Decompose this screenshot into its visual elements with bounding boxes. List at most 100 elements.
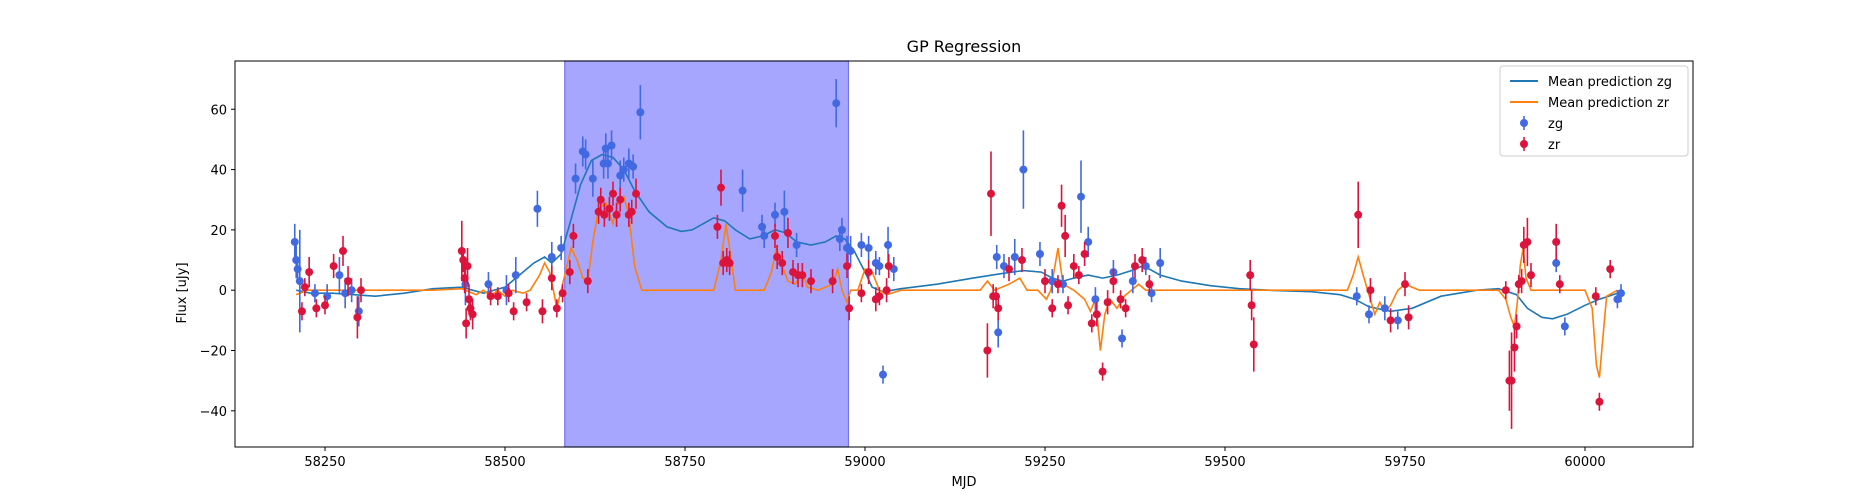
data-point-zg [846,235,855,267]
data-point-zg [295,229,304,333]
data-point-zr [1523,217,1532,267]
data-point-zg [837,217,846,242]
data-point-zg [1077,160,1085,233]
data-point-zg [603,148,612,179]
y-tick-label: 60 [210,103,227,118]
data-point-zr [798,263,807,288]
data-point-zr [864,260,873,285]
legend-label: zr [1548,138,1561,153]
data-point-zr [616,187,625,212]
data-point-zr [569,223,578,248]
data-point-zr [1401,272,1409,297]
data-point-zr [1512,314,1521,339]
data-point-zg [636,85,645,140]
data-point-zr [1069,254,1078,279]
data-point-zr [1595,392,1604,411]
chart-title: GP Regression [907,37,1022,56]
data-point-zr [1366,278,1375,303]
data-point-zr [994,296,1003,321]
data-point-zr [1005,257,1013,282]
data-point-zr [1061,214,1070,258]
x-tick-label: 59000 [844,455,885,470]
data-point-zr [857,284,866,303]
x-tick-label: 59250 [1024,455,1065,470]
data-point-zr [627,199,636,224]
data-point-zr [771,223,779,248]
data-point-zr [632,178,641,209]
data-point-zr [493,287,502,306]
data-point-zg [1560,317,1569,336]
data-point-zg [571,163,580,194]
data-point-zr [1074,266,1083,285]
data-point-zg [992,244,1001,270]
data-point-zg [335,257,344,294]
data-point-zg [588,160,597,197]
data-point-zg [864,235,873,261]
data-point-zr [1510,323,1519,372]
data-point-zr [1092,302,1101,327]
data-point-zg [607,130,616,161]
data-point-zr [1121,299,1130,318]
data-point-zr [1064,296,1073,315]
data-point-zr [297,302,306,321]
data-point-zr [522,293,531,312]
data-point-zr [845,296,854,321]
x-tick-label: 58250 [304,455,345,470]
data-point-zg [792,232,801,258]
data-point-zr [983,323,992,378]
data-point-zg [1035,241,1044,267]
data-point-zg [533,190,542,227]
data-point-zr [583,269,592,294]
data-point-zr [828,269,837,294]
data-point-zr [552,299,561,318]
data-point-zg [771,202,779,227]
data-point-zg [875,257,884,276]
data-point-zr [882,278,891,303]
data-point-zg [1084,226,1093,258]
data-point-zr [558,284,567,303]
data-point-zr [462,308,471,339]
data-point-zr [1246,260,1255,291]
data-point-zg [557,235,566,261]
data-point-zg [1010,238,1019,276]
data-point-zr [1552,223,1561,261]
data-point-zr [353,296,362,339]
data-point-zg [619,157,628,182]
axes-frame [234,60,1694,448]
data-point-zr [1404,305,1413,330]
data-point-zr [1087,314,1096,333]
data-point-zg [629,154,638,179]
mean-line-zg [296,153,1618,320]
data-point-zr [609,181,617,206]
data-point-zr [1527,263,1535,288]
shaded-region [564,60,850,448]
data-point-zr [612,202,621,227]
data-point-zr [547,266,556,291]
data-point-zr [1386,308,1395,333]
data-point-zr [305,257,314,288]
data-point-zg [780,190,789,233]
data-point-zr [300,278,309,297]
data-point-zg [1118,329,1127,348]
data-point-zr [717,169,725,206]
data-point-zr [1109,269,1118,294]
data-point-zr [600,202,609,227]
data-point-zr [605,196,614,221]
data-point-zg [1156,247,1165,279]
data-point-zr [843,254,851,279]
data-point-zg [879,365,887,384]
legend-entry-mean-zr: Mean prediction zr [1510,96,1670,111]
data-point-zr [463,247,472,285]
y-tick-label: 20 [210,224,227,239]
data-point-zr [1249,317,1258,372]
data-point-zg [738,169,747,212]
data-point-zr [509,302,518,321]
data-point-zr [987,151,995,236]
data-point-zr [486,287,495,306]
data-point-zr [321,296,329,315]
data-point-zr [1080,241,1089,267]
data-point-zg [511,257,520,294]
data-point-zr [1555,275,1564,294]
data-point-zg [484,272,493,297]
